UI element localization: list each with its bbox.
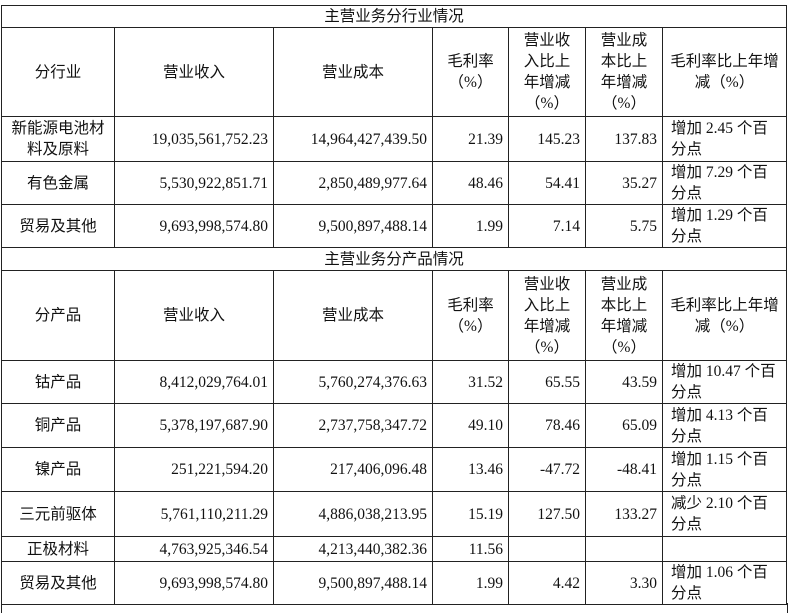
table-cell: 5,760,274,376.63 [273,360,433,404]
table-cell: 5.75 [585,204,663,248]
table-cell: 13.46 [432,447,509,492]
main-business-table: 主营业务分行业情况 分行业 营业收入 营业成本 毛利率（%） 营业收入比上年增减（%） 营业… [0,5,788,605]
section-title: 主营业务分行业情况 [0,5,788,28]
table-cell: 7.14 [508,204,586,248]
table-cell [508,536,586,562]
table-row: 贸易及其他 9,693,998,574.80 9,500,897,488.14 1.9… [1,561,788,605]
table-cell: 铜产品 [1,403,115,448]
table-cell: 133.27 [585,491,663,537]
table-cell: 35.27 [585,161,663,205]
header-row: 分行业 营业收入 营业成本 毛利率（%） 营业收入比上年增减（%） 营业成本比上年增减（%… [1,27,788,117]
table-cell: 正极材料 [1,536,115,562]
column-header: 分产品 [1,270,115,361]
table-cell: 增加 10.47 个百分点 [661,360,788,404]
table-cell: 43.59 [585,360,663,404]
table-cell: 钴产品 [1,360,115,404]
table-cell: 4,763,925,346.54 [114,536,274,562]
table-cell: 4,886,038,213.95 [273,491,433,537]
table-cell: 251,221,594.20 [114,447,274,492]
table-cell: 5,378,197,687.90 [114,403,274,448]
table-cell: 54.41 [508,161,586,205]
table-cell: 三元前驱体 [1,491,115,537]
table-cell: 增加 1.06 个百分点 [661,561,788,605]
table-cell: 增加 4.13 个百分点 [661,403,788,448]
table-cell: 2,850,489,977.64 [273,161,433,205]
table-cell: 9,500,897,488.14 [273,204,433,248]
table-row: 贸易及其他 9,693,998,574.80 9,500,897,488.14 1.9… [1,204,788,248]
table-row: 钴产品 8,412,029,764.01 5,760,274,376.63 31.52… [1,360,788,404]
table-cell: 127.50 [508,491,586,537]
column-header: 营业成本比上年增减（%） [585,27,663,117]
table-cell: 增加 2.45 个百分点 [661,116,788,162]
table-cell: 5,530,922,851.71 [114,161,274,205]
table-cell: 9,693,998,574.80 [114,561,274,605]
table-cell: 4.42 [508,561,586,605]
column-header: 毛利率（%） [432,27,509,117]
column-header: 毛利率（%） [432,270,509,361]
table-cell: 65.55 [508,360,586,404]
table-row: 正极材料 4,763,925,346.54 4,213,440,382.36 11.5… [1,536,788,562]
table-row: 铜产品 5,378,197,687.90 2,737,758,347.72 49.10… [1,403,788,448]
table-cell: 9,500,897,488.14 [273,561,433,605]
table-cell: 2,737,758,347.72 [273,403,433,448]
table-cell: 145.23 [508,116,586,162]
table-cell: 14,964,427,439.50 [273,116,433,162]
table-cell: 减少 2.10 个百分点 [661,491,788,537]
table-cell: 21.39 [432,116,509,162]
table-cell: 65.09 [585,403,663,448]
table-row: 镍产品 251,221,594.20 217,406,096.48 13.46 -47.… [1,447,788,492]
table-cell: 49.10 [432,403,509,448]
column-header: 营业收入比上年增减（%） [508,270,586,361]
table-cell: 137.83 [585,116,663,162]
table-cell: 贸易及其他 [1,561,115,605]
column-header: 营业成本 [273,27,433,117]
column-header: 营业成本比上年增减（%） [585,270,663,361]
table-cell: -48.41 [585,447,663,492]
table-cell: 78.46 [508,403,586,448]
table-row: 新能源电池材料及原料 19,035,561,752.23 14,964,427,43… [1,116,788,162]
column-header: 毛利率比上年增减（%） [661,27,788,117]
table-cell: 1.99 [432,561,509,605]
column-header: 营业收入 [114,270,274,361]
table-cell: 镍产品 [1,447,115,492]
table-cell: -47.72 [508,447,586,492]
table-cell: 11.56 [432,536,509,562]
header-row: 分产品 营业收入 营业成本 毛利率（%） 营业收入比上年增减（%） 营业成本比上年增减（%… [1,270,788,361]
table-cell [585,536,663,562]
column-header: 毛利率比上年增减（%） [661,270,788,361]
column-header: 分行业 [1,27,115,117]
table-cell: 贸易及其他 [1,204,115,248]
table-cell: 9,693,998,574.80 [114,204,274,248]
table-continuation [1,603,788,613]
table-row: 三元前驱体 5,761,110,211.29 4,886,038,213.95 15.… [1,491,788,537]
table-cell: 增加 1.29 个百分点 [661,204,788,248]
table-cell: 48.46 [432,161,509,205]
table-row: 有色金属 5,530,922,851.71 2,850,489,977.64 48.4… [1,161,788,205]
column-header: 营业收入 [114,27,274,117]
column-header: 营业成本 [273,270,433,361]
table-cell: 增加 1.15 个百分点 [661,447,788,492]
table-cell [661,536,788,562]
table-cell: 3.30 [585,561,663,605]
table-cell: 217,406,096.48 [273,447,433,492]
table-cell: 有色金属 [1,161,115,205]
column-header: 营业收入比上年增减（%） [508,27,586,117]
table-cell: 15.19 [432,491,509,537]
section-title: 主营业务分产品情况 [0,247,788,271]
table-cell: 19,035,561,752.23 [114,116,274,162]
table-cell: 增加 7.29 个百分点 [661,161,788,205]
table-cell: 新能源电池材料及原料 [1,116,115,162]
table-cell: 1.99 [432,204,509,248]
table-cell: 8,412,029,764.01 [114,360,274,404]
table-cell: 31.52 [432,360,509,404]
table-cell: 4,213,440,382.36 [273,536,433,562]
table-cell: 5,761,110,211.29 [114,491,274,537]
